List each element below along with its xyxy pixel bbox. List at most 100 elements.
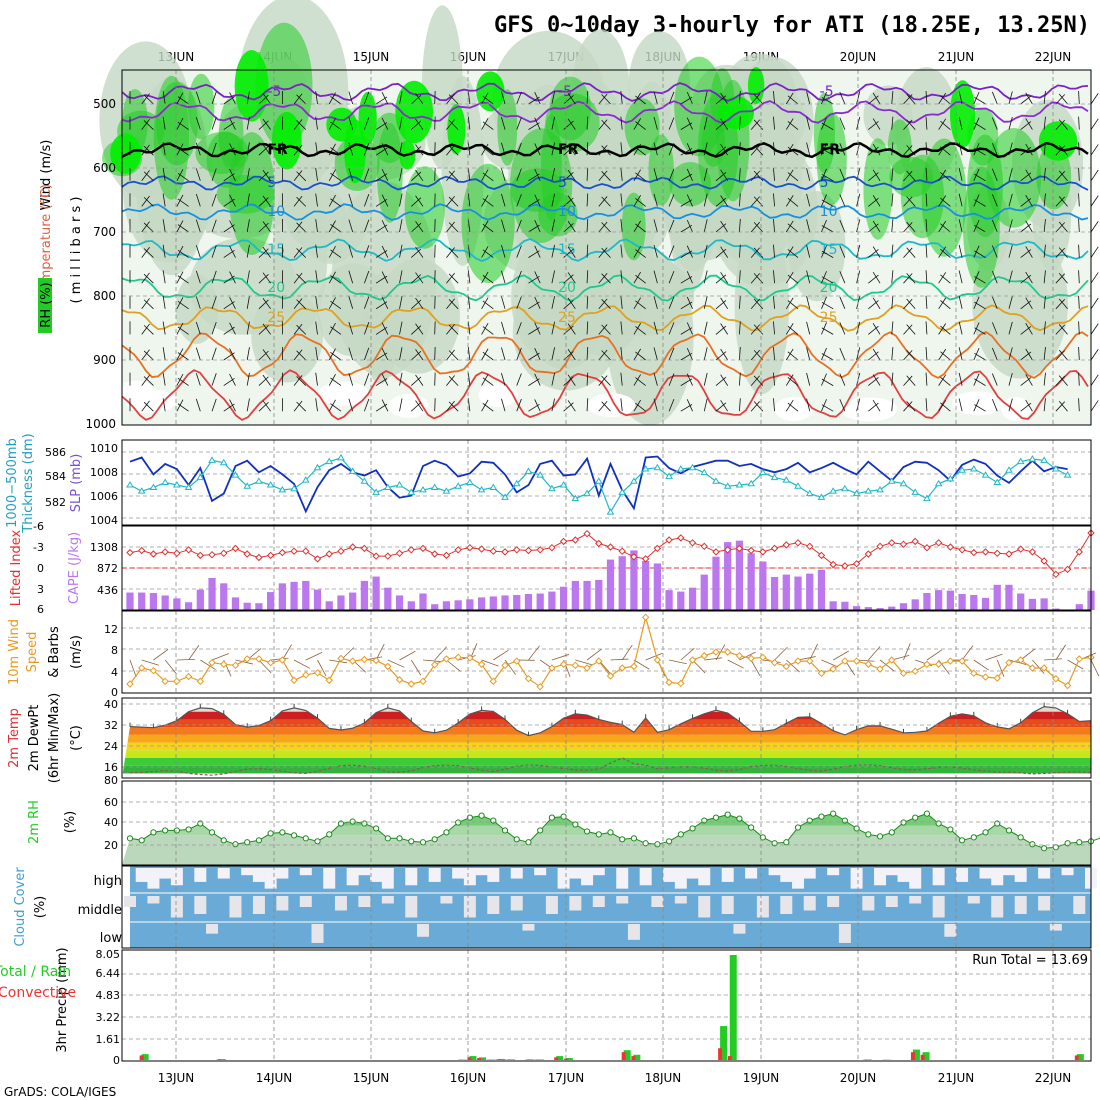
wind-barb: [563, 120, 574, 130]
wind-barb: [563, 197, 574, 207]
wind-barb: [1025, 246, 1033, 258]
wind-barb: [940, 95, 951, 105]
rh-high-region: [863, 138, 893, 240]
wind-speed-point: [571, 661, 580, 670]
cape-bar: [630, 550, 638, 610]
cloud-gap: [967, 896, 980, 904]
surface-wind-barb: [973, 659, 989, 671]
wind-barb: [381, 92, 389, 105]
thickness-point: [653, 463, 662, 471]
wind-barb: [806, 219, 811, 233]
wind-barb: [958, 219, 963, 233]
rh-point: [1041, 845, 1048, 852]
wind-barb: [177, 403, 189, 412]
wind-barb: [1043, 219, 1046, 233]
cloud-gap: [264, 868, 277, 889]
precip-total-bar: [218, 1059, 226, 1060]
wind-barb: [446, 400, 455, 412]
rh-high-region: [510, 168, 565, 212]
cloud-gap: [663, 868, 676, 882]
wind-barb: [620, 295, 623, 309]
wind-barb: [903, 196, 913, 207]
cloud-gap: [768, 868, 781, 876]
surface-wind-barb: [200, 659, 216, 670]
cape-bar: [313, 589, 322, 610]
wind-barb: [992, 168, 998, 181]
wind-barb: [293, 298, 303, 310]
wind-barb: [534, 296, 541, 309]
wind-barb: [821, 122, 834, 130]
cloud-gap: [651, 896, 664, 907]
thickness-point: [618, 488, 627, 495]
wind-barb: [903, 324, 913, 335]
rh-point: [642, 840, 649, 847]
wind-barb: [1025, 297, 1033, 310]
wind-barb: [903, 273, 913, 284]
cape-bar: [981, 597, 990, 610]
rh-point: [958, 837, 966, 844]
wind-barb: [620, 91, 623, 105]
rh-point: [595, 831, 602, 838]
wind-barb: [567, 348, 576, 361]
wind-barb: [1078, 193, 1080, 207]
wind-barb: [1025, 195, 1033, 207]
rh-point: [794, 824, 802, 831]
wind-barb: [229, 373, 236, 386]
thickness-point: [571, 494, 580, 502]
cape-bar: [513, 594, 521, 610]
wind-barb: [246, 91, 250, 105]
wind-barb: [787, 146, 799, 156]
date-tick-bottom: 18JUN: [645, 1071, 682, 1085]
wind-barb: [1025, 399, 1033, 412]
cape-bar: [173, 598, 181, 610]
wind-barb: [872, 348, 881, 361]
rh-dry-region: [587, 393, 636, 418]
wind-speed-point: [911, 667, 919, 675]
wind-barb: [703, 296, 708, 309]
precip-total-bar: [912, 1049, 920, 1060]
lifted-index-point: [395, 549, 404, 558]
wind-barb: [348, 117, 354, 130]
rh-point: [970, 834, 977, 841]
wind-barb: [1043, 142, 1046, 156]
wind-barb: [1078, 270, 1080, 284]
thickness-tick: 584: [45, 470, 66, 483]
wind-barb: [839, 245, 846, 258]
precip-convective-bar: [1074, 1055, 1079, 1060]
wind-barb: [229, 297, 236, 309]
wind-barb: [715, 172, 727, 182]
wind-barb: [715, 223, 727, 233]
ylabel-thickness-2: Thickness (dm): [21, 433, 36, 533]
precip-total-bar: [141, 1054, 149, 1060]
wind-barb: [1020, 95, 1032, 105]
wind-barb: [686, 143, 693, 156]
cloud-gap: [475, 868, 488, 876]
wind-barb: [906, 273, 916, 284]
wind-barb: [364, 219, 370, 233]
cape-bar: [618, 556, 626, 610]
wind-barb: [940, 325, 951, 335]
wind-barb: [141, 400, 150, 412]
rh-high-region: [813, 92, 836, 174]
wind-barb: [891, 91, 894, 105]
wind-barb: [162, 116, 166, 130]
wind-barb: [787, 249, 799, 258]
wind-barb: [211, 296, 217, 309]
rh-legend-swatch: [38, 278, 52, 333]
thickness-point: [958, 466, 966, 473]
wind-barb: [211, 142, 217, 156]
wind-barb: [481, 246, 489, 258]
rh-dry-region: [478, 382, 518, 407]
wind-barb: [586, 244, 589, 258]
rh-saturated-region: [110, 133, 142, 174]
temp-band: [122, 758, 1091, 766]
wind-barb: [868, 351, 879, 361]
precip-frame: [121, 949, 1092, 1062]
wind-barb: [586, 270, 589, 284]
ylabel-lifted-index: Lifted Index: [9, 529, 24, 606]
wind-barb: [601, 196, 611, 207]
lifted-index-point: [723, 546, 732, 554]
lifted-index-point: [735, 544, 744, 553]
cloud-gap: [639, 868, 652, 886]
cape-bar: [349, 592, 357, 610]
